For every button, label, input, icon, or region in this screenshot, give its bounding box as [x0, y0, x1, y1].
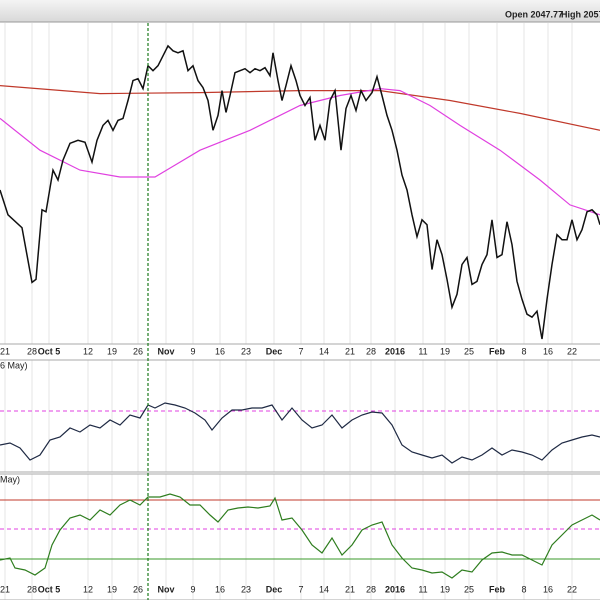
x-tick-label: 22	[567, 584, 577, 594]
x-tick-label: 11	[418, 346, 427, 356]
x-tick-label: 9	[190, 346, 195, 356]
panel: May)	[0, 473, 600, 601]
x-tick-label: 19	[107, 584, 117, 594]
x-tick-label: 16	[215, 584, 225, 594]
series-line	[0, 85, 600, 131]
x-tick-label: 25	[464, 584, 474, 594]
x-tick-label: 23	[241, 346, 251, 356]
x-tick-label: Dec	[266, 584, 283, 594]
x-tick-label: 21	[345, 346, 355, 356]
x-tick-label: 19	[440, 346, 450, 356]
x-tick-label: 28	[27, 346, 37, 356]
x-tick-label: 21	[0, 584, 10, 594]
x-tick-label: 16	[543, 584, 553, 594]
x-tick-label: 26	[133, 346, 143, 356]
panel-label: May)	[0, 474, 20, 484]
x-tick-label: 16	[543, 346, 553, 356]
x-tick-label: 14	[319, 584, 329, 594]
x-tick-label: 26	[133, 584, 143, 594]
x-tick-label: 12	[83, 584, 93, 594]
open-text: Open 2047.77	[505, 9, 563, 19]
top-bar	[0, 0, 600, 22]
x-tick-label: 19	[440, 584, 450, 594]
series-line	[0, 87, 600, 216]
x-tick-label: 7	[298, 584, 303, 594]
x-tick-label: 11	[418, 584, 427, 594]
x-tick-label: 28	[366, 584, 376, 594]
x-tick-label: 28	[366, 346, 376, 356]
x-tick-label: 19	[107, 346, 117, 356]
series-line	[0, 493, 600, 579]
x-tick-label: 8	[521, 584, 526, 594]
series-line	[0, 402, 600, 464]
x-tick-label: 9	[190, 584, 195, 594]
x-tick-label: 14	[319, 346, 329, 356]
x-tick-label: 21	[0, 346, 10, 356]
x-tick-label: Nov	[157, 346, 174, 356]
x-tick-label: 8	[521, 346, 526, 356]
panel-label: 6 May)	[0, 360, 28, 370]
x-tick-label: Feb	[489, 584, 506, 594]
x-tick-label: 28	[27, 584, 37, 594]
x-tick-label: 25	[464, 346, 474, 356]
x-tick-label: 22	[567, 346, 577, 356]
x-tick-label: 2016	[385, 346, 405, 356]
series-line	[0, 44, 600, 340]
x-tick-label: Nov	[157, 584, 174, 594]
x-tick-label: 12	[83, 346, 93, 356]
x-tick-label: Dec	[266, 346, 283, 356]
x-tick-label: 2016	[385, 584, 405, 594]
x-tick-label: Feb	[489, 346, 506, 356]
x-tick-label: 23	[241, 584, 251, 594]
x-tick-label: Oct 5	[38, 346, 61, 356]
panel: 6 May)	[0, 359, 600, 473]
high-text: High 2057	[561, 9, 600, 19]
panel	[0, 23, 600, 345]
x-tick-label: 7	[298, 346, 303, 356]
x-tick-label: 21	[345, 584, 355, 594]
x-tick-label: Oct 5	[38, 584, 61, 594]
x-tick-label: 16	[215, 346, 225, 356]
